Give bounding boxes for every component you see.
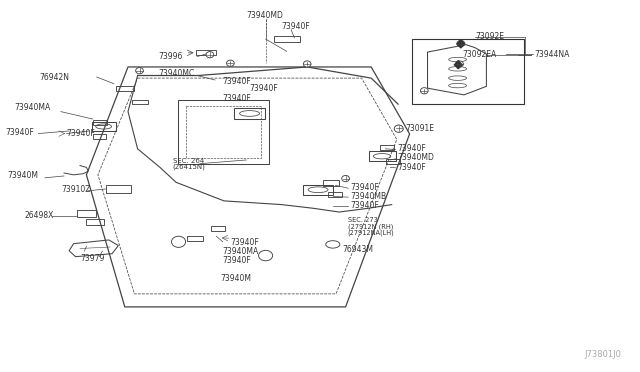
Text: 73940MA: 73940MA [223,247,259,256]
Text: 73940F: 73940F [397,163,426,171]
Ellipse shape [457,41,465,46]
Bar [412,39,524,104]
Bar [380,145,394,150]
Text: 73940F: 73940F [230,238,259,247]
Bar [211,226,225,231]
Text: 73940F: 73940F [223,94,252,103]
Bar [328,192,342,197]
Bar [92,122,116,131]
Bar [196,50,216,55]
Ellipse shape [456,61,463,67]
Bar [323,180,339,186]
Text: 73910Z: 73910Z [61,185,91,194]
Bar [274,36,300,42]
Bar [369,151,396,161]
Bar [106,185,131,193]
Bar [386,159,400,164]
Text: 73979: 73979 [81,254,105,263]
Text: 73940F: 73940F [282,22,310,31]
Text: 76942N: 76942N [40,73,70,81]
Text: 73940M: 73940M [8,171,38,180]
Text: (27912NA(LH): (27912NA(LH) [348,230,394,236]
Text: 73940F: 73940F [5,128,34,137]
Text: 73940F: 73940F [223,256,252,265]
Text: 73940F: 73940F [222,77,251,86]
Text: 73944NA: 73944NA [534,50,570,59]
Text: 73940MD: 73940MD [246,11,284,20]
Polygon shape [457,40,465,48]
Text: 73940F: 73940F [350,183,379,192]
Text: 76943M: 76943M [342,246,373,254]
Ellipse shape [206,52,214,58]
Text: 73996: 73996 [159,52,183,61]
Polygon shape [454,61,462,69]
Text: 73092E: 73092E [475,32,504,41]
Text: 73940F: 73940F [250,84,278,93]
Text: 73940MA: 73940MA [15,103,51,112]
Text: 73940F: 73940F [66,129,95,138]
Bar [116,86,134,91]
Text: 73940MC: 73940MC [159,69,195,78]
Bar [93,120,107,125]
Text: 73940MD: 73940MD [397,153,435,162]
Text: 26498X: 26498X [24,211,54,219]
Ellipse shape [342,176,349,182]
Bar [86,219,104,225]
Text: (26415N): (26415N) [173,163,205,170]
Ellipse shape [303,61,311,67]
Text: (27912N (RH): (27912N (RH) [348,223,393,230]
Text: J73801J0: J73801J0 [584,350,621,359]
Bar [187,237,204,241]
Bar [303,185,333,195]
Bar [77,210,96,217]
Ellipse shape [394,125,403,132]
Ellipse shape [420,88,428,94]
Text: SEC. 264: SEC. 264 [173,158,204,164]
Text: 73940F: 73940F [350,201,379,210]
Text: 73940MB: 73940MB [350,192,386,201]
Text: 73940F: 73940F [397,144,426,153]
Text: 73092EA: 73092EA [463,50,497,59]
Text: 73091E: 73091E [406,124,435,133]
Ellipse shape [395,125,403,131]
Text: 73940M: 73940M [221,274,252,283]
Bar [132,99,147,104]
Bar [93,134,106,139]
Bar [234,108,265,119]
Text: SEC. 273: SEC. 273 [348,217,377,223]
Ellipse shape [136,68,143,74]
Ellipse shape [227,60,234,66]
